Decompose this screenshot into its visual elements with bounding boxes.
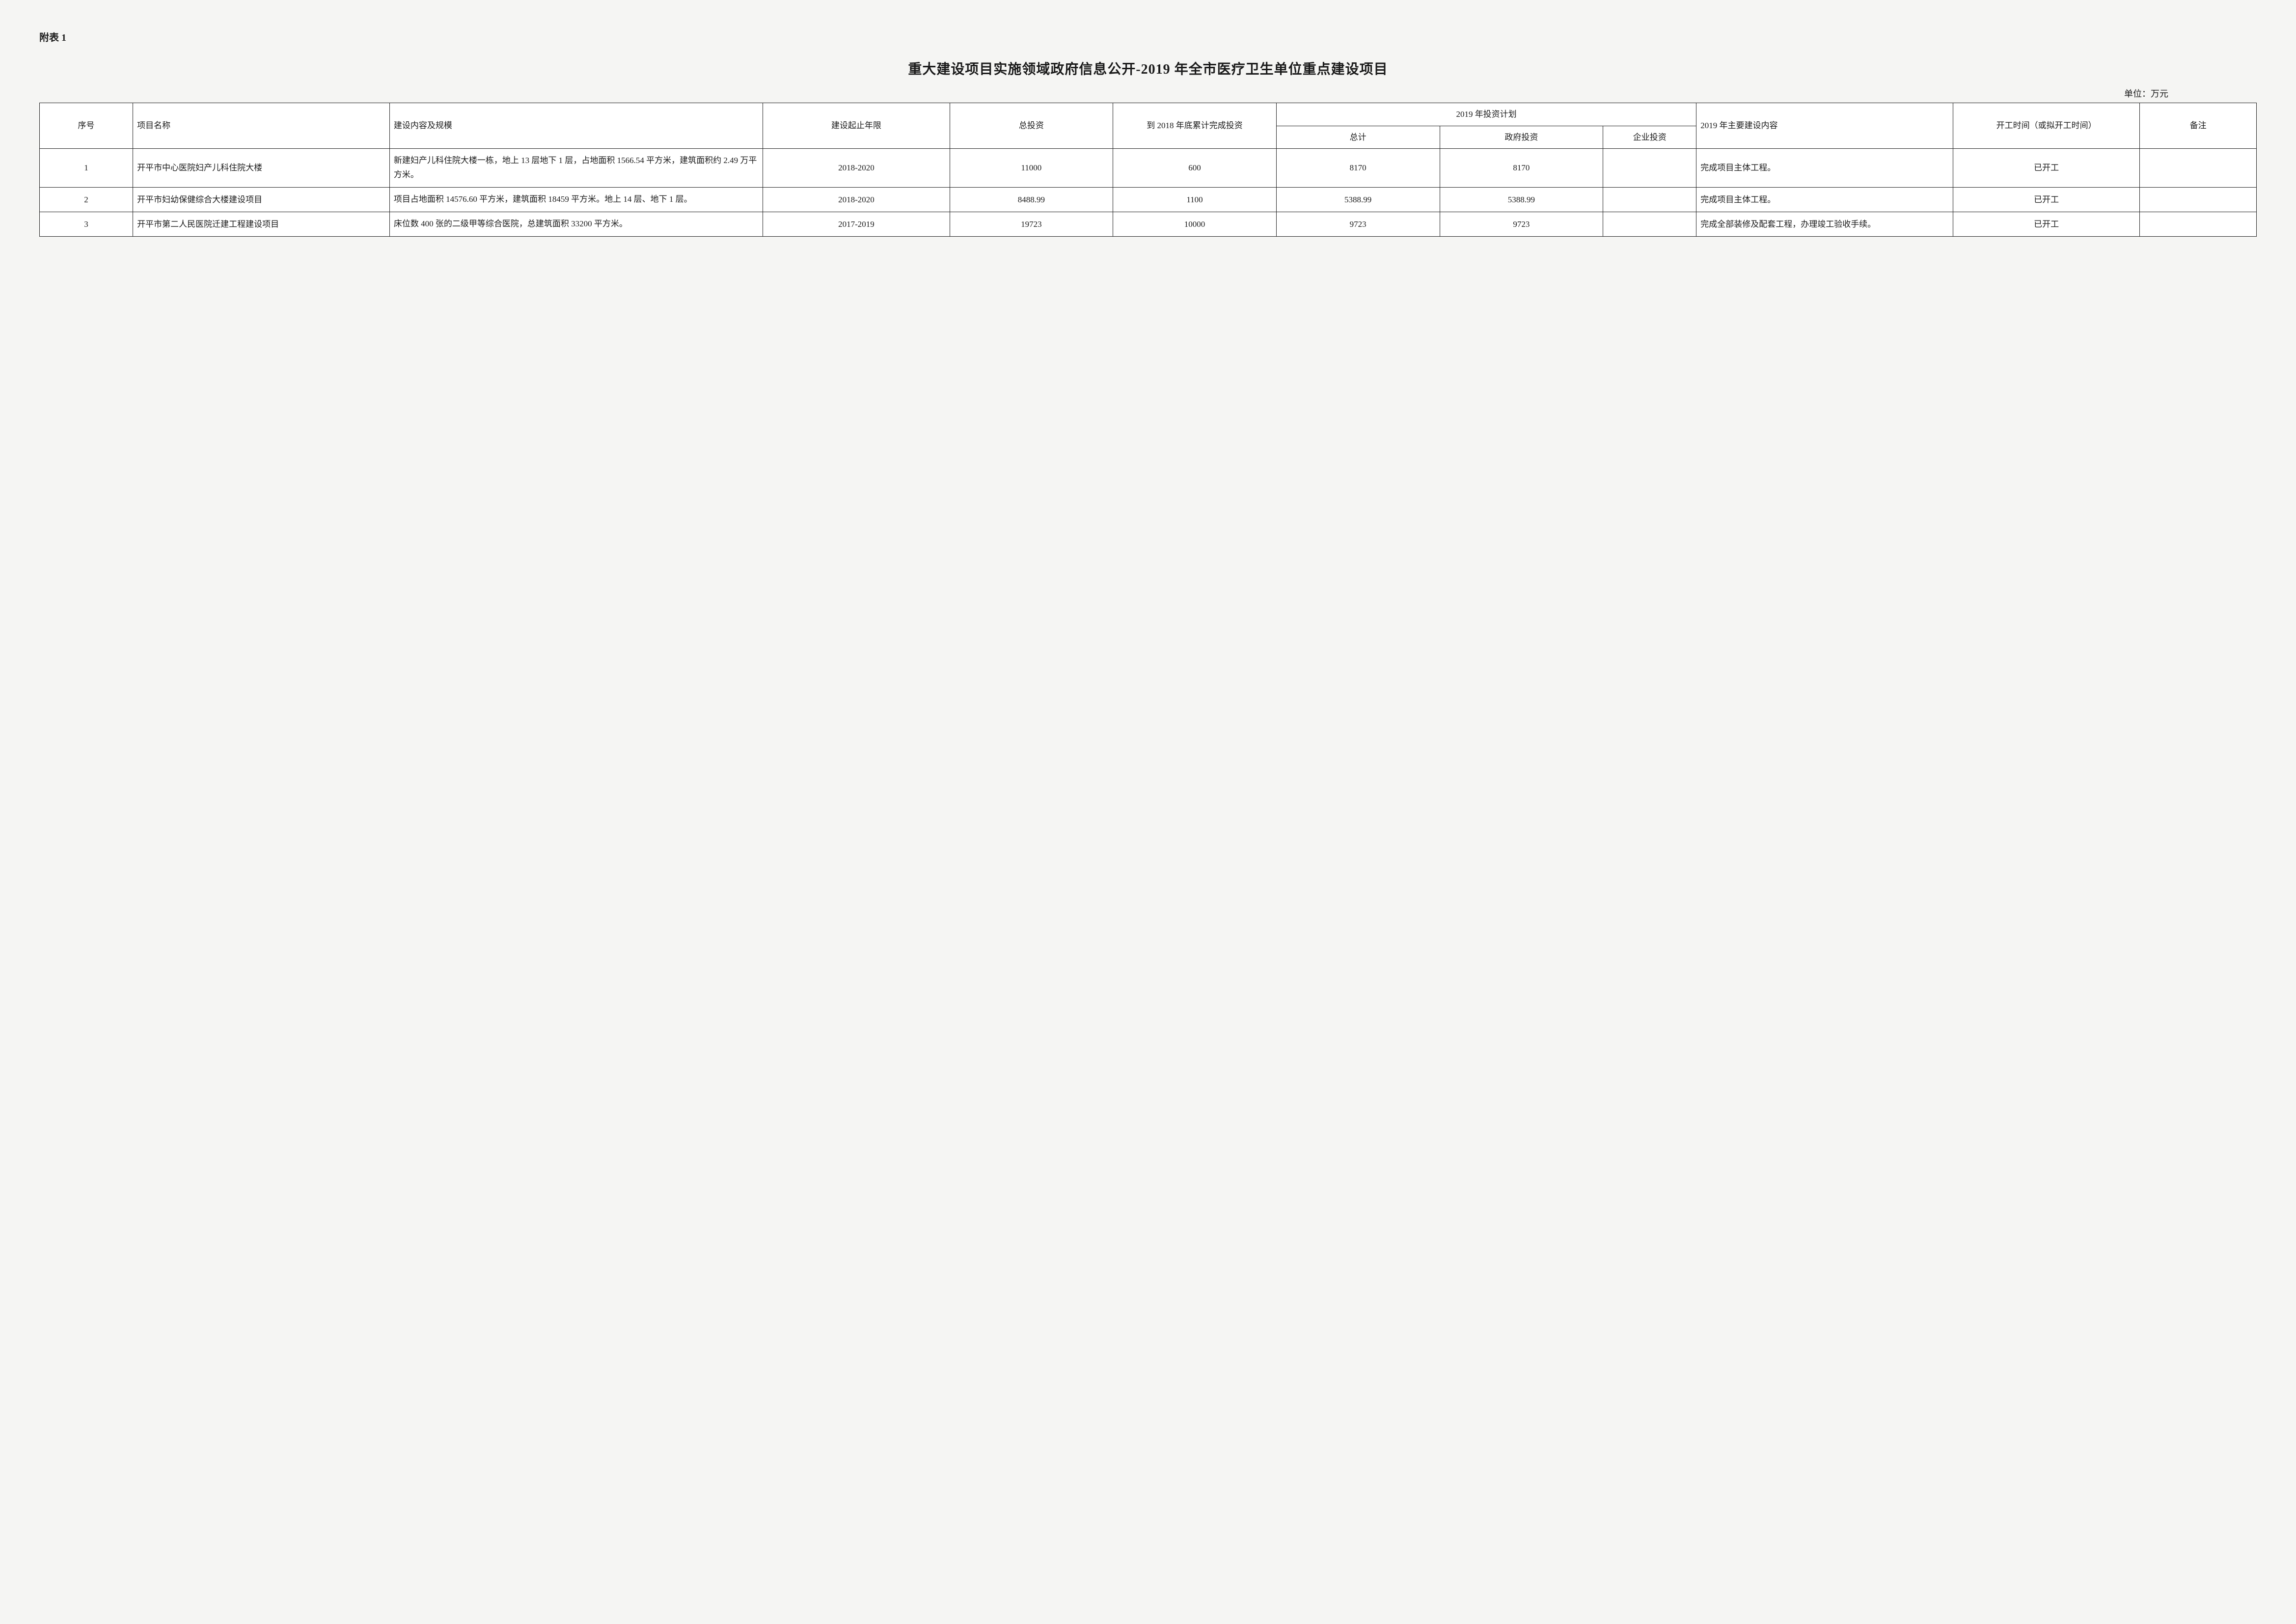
cell-total-investment: 19723 xyxy=(950,212,1113,236)
header-note: 备注 xyxy=(2140,103,2257,149)
table-row: 3 开平市第二人民医院迁建工程建设项目 床位数 400 张的二级甲等综合医院，总… xyxy=(40,212,2257,236)
header-plan-total: 总计 xyxy=(1276,126,1440,149)
cell-plan-gov: 5388.99 xyxy=(1440,187,1603,212)
cell-total-investment: 11000 xyxy=(950,149,1113,188)
header-content-2019: 2019 年主要建设内容 xyxy=(1696,103,1953,149)
cell-plan-total: 5388.99 xyxy=(1276,187,1440,212)
unit-label: 单位：万元 xyxy=(39,87,2257,100)
cell-period: 2018-2020 xyxy=(763,149,950,188)
table-row: 2 开平市妇幼保健综合大楼建设项目 项目占地面积 14576.60 平方米，建筑… xyxy=(40,187,2257,212)
attachment-label: 附表 1 xyxy=(39,29,2257,44)
cell-project-name: 开平市妇幼保健综合大楼建设项目 xyxy=(133,187,390,212)
cell-plan-gov: 9723 xyxy=(1440,212,1603,236)
cell-plan-ent xyxy=(1603,187,1696,212)
cell-content-2019: 完成全部装修及配套工程，办理竣工验收手续。 xyxy=(1696,212,1953,236)
cell-plan-gov: 8170 xyxy=(1440,149,1603,188)
cell-seq: 3 xyxy=(40,212,133,236)
cell-content-2019: 完成项目主体工程。 xyxy=(1696,187,1953,212)
header-period: 建设起止年限 xyxy=(763,103,950,149)
page-title: 重大建设项目实施领域政府信息公开-2019 年全市医疗卫生单位重点建设项目 xyxy=(39,58,2257,78)
cell-period: 2018-2020 xyxy=(763,187,950,212)
header-project-name: 项目名称 xyxy=(133,103,390,149)
cell-note xyxy=(2140,187,2257,212)
cell-start-time: 已开工 xyxy=(1953,212,2140,236)
cell-to-2018: 10000 xyxy=(1113,212,1277,236)
table-header: 序号 项目名称 建设内容及规模 建设起止年限 总投资 到 2018 年底累计完成… xyxy=(40,103,2257,149)
header-plan-ent: 企业投资 xyxy=(1603,126,1696,149)
cell-plan-total: 8170 xyxy=(1276,149,1440,188)
cell-note xyxy=(2140,149,2257,188)
projects-table: 序号 项目名称 建设内容及规模 建设起止年限 总投资 到 2018 年底累计完成… xyxy=(39,103,2257,237)
cell-project-name: 开平市第二人民医院迁建工程建设项目 xyxy=(133,212,390,236)
header-build-content: 建设内容及规模 xyxy=(389,103,763,149)
table-row: 1 开平市中心医院妇产儿科住院大楼 新建妇产儿科住院大楼一栋，地上 13 层地下… xyxy=(40,149,2257,188)
cell-build-content: 床位数 400 张的二级甲等综合医院，总建筑面积 33200 平方米。 xyxy=(389,212,763,236)
cell-period: 2017-2019 xyxy=(763,212,950,236)
header-plan-gov: 政府投资 xyxy=(1440,126,1603,149)
cell-plan-ent xyxy=(1603,149,1696,188)
header-start-time: 开工时间（或拟开工时间） xyxy=(1953,103,2140,149)
cell-plan-total: 9723 xyxy=(1276,212,1440,236)
cell-start-time: 已开工 xyxy=(1953,149,2140,188)
header-plan-2019: 2019 年投资计划 xyxy=(1276,103,1696,126)
header-total-investment: 总投资 xyxy=(950,103,1113,149)
cell-build-content: 新建妇产儿科住院大楼一栋，地上 13 层地下 1 层，占地面积 1566.54 … xyxy=(389,149,763,188)
cell-content-2019: 完成项目主体工程。 xyxy=(1696,149,1953,188)
cell-note xyxy=(2140,212,2257,236)
cell-project-name: 开平市中心医院妇产儿科住院大楼 xyxy=(133,149,390,188)
cell-plan-ent xyxy=(1603,212,1696,236)
table-body: 1 开平市中心医院妇产儿科住院大楼 新建妇产儿科住院大楼一栋，地上 13 层地下… xyxy=(40,149,2257,237)
header-to-2018: 到 2018 年底累计完成投资 xyxy=(1113,103,1277,149)
cell-seq: 2 xyxy=(40,187,133,212)
cell-seq: 1 xyxy=(40,149,133,188)
header-seq: 序号 xyxy=(40,103,133,149)
cell-start-time: 已开工 xyxy=(1953,187,2140,212)
cell-total-investment: 8488.99 xyxy=(950,187,1113,212)
cell-to-2018: 600 xyxy=(1113,149,1277,188)
cell-build-content: 项目占地面积 14576.60 平方米，建筑面积 18459 平方米。地上 14… xyxy=(389,187,763,212)
cell-to-2018: 1100 xyxy=(1113,187,1277,212)
